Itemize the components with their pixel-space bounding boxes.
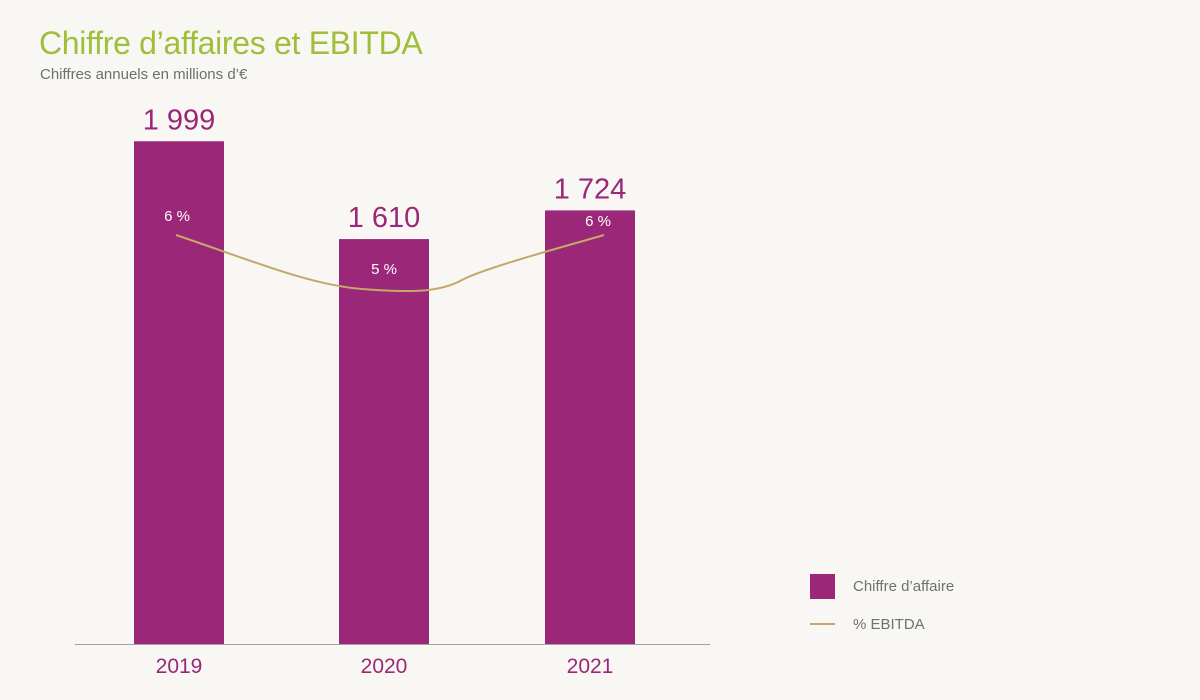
legend-label-revenue: Chiffre d’affaire (853, 577, 955, 595)
bar-2021 (545, 210, 635, 644)
ebitda-line (175, 234, 605, 293)
bar-2020 (339, 239, 429, 644)
bar-value-label-2021: 1 724 (554, 173, 627, 205)
legend: Chiffre d’affaire % EBITDA (810, 572, 954, 648)
bar-value-label-2019: 1 999 (143, 104, 216, 136)
ebitda-line-layer (175, 234, 605, 293)
bar-2019 (134, 141, 224, 644)
legend-label-ebitda: % EBITDA (853, 615, 925, 633)
ebitda-pct-label-2019: 6 % (164, 208, 190, 225)
x-tick-label-2021: 2021 (567, 655, 614, 678)
x-tick-label-2020: 2020 (361, 655, 408, 678)
chart-title: Chiffre d’affaires et EBITDA (39, 25, 423, 61)
x-tick-label-2019: 2019 (156, 655, 203, 678)
chart-subtitle: Chiffres annuels en millions d’€ (40, 66, 248, 83)
legend-item-ebitda: % EBITDA (810, 610, 954, 638)
bars-layer (134, 141, 635, 644)
legend-swatch-ebitda (810, 623, 835, 625)
ebitda-pct-label-2021: 6 % (585, 213, 611, 230)
bar-value-label-2020: 1 610 (348, 202, 421, 234)
ebitda-pct-label-2020: 5 % (371, 261, 397, 278)
legend-item-revenue: Chiffre d’affaire (810, 572, 954, 600)
legend-swatch-revenue (810, 573, 835, 599)
labels-layer: 1 999 2019 1 610 2020 1 724 2021 6 % 5 % 6 % (143, 104, 627, 678)
